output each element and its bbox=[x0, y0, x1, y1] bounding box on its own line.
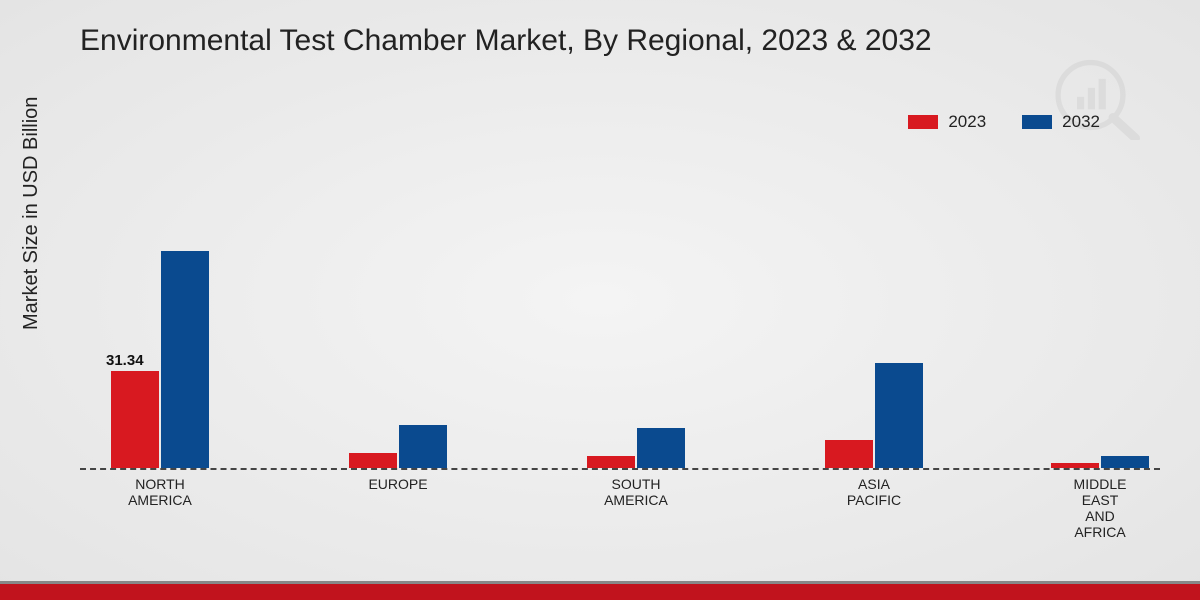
bar-group bbox=[576, 160, 696, 470]
bar-value-label: 31.34 bbox=[106, 352, 144, 369]
bar-group: 31.34 bbox=[100, 160, 220, 470]
bar-2023 bbox=[825, 440, 873, 468]
bar-2023 bbox=[1051, 463, 1099, 468]
x-axis-category-label: ASIA PACIFIC bbox=[804, 476, 944, 508]
bar-2023 bbox=[349, 453, 397, 469]
bar-2032 bbox=[875, 363, 923, 468]
legend-item-2023: 2023 bbox=[908, 112, 986, 132]
bar-group bbox=[1040, 160, 1160, 470]
legend-swatch-2023 bbox=[908, 115, 938, 129]
legend: 2023 2032 bbox=[908, 112, 1100, 132]
legend-label-2023: 2023 bbox=[948, 112, 986, 132]
bar-2023 bbox=[111, 371, 159, 468]
legend-item-2032: 2032 bbox=[1022, 112, 1100, 132]
bar-2032 bbox=[637, 428, 685, 468]
footer-bar bbox=[0, 584, 1200, 600]
bar-2032 bbox=[1101, 456, 1149, 468]
x-axis-category-label: MIDDLE EAST AND AFRICA bbox=[1030, 476, 1170, 540]
legend-label-2032: 2032 bbox=[1062, 112, 1100, 132]
bar-2023 bbox=[587, 456, 635, 468]
x-axis-category-label: NORTH AMERICA bbox=[90, 476, 230, 508]
y-axis-label: Market Size in USD Billion bbox=[20, 97, 43, 330]
x-axis-category-label: EUROPE bbox=[328, 476, 468, 492]
bar-2032 bbox=[399, 425, 447, 468]
plot-area: 31.34 bbox=[80, 160, 1160, 470]
chart-title: Environmental Test Chamber Market, By Re… bbox=[80, 24, 932, 58]
bar-2032 bbox=[161, 251, 209, 468]
bar-group bbox=[814, 160, 934, 470]
bar-group bbox=[338, 160, 458, 470]
x-axis-category-label: SOUTH AMERICA bbox=[566, 476, 706, 508]
legend-swatch-2032 bbox=[1022, 115, 1052, 129]
